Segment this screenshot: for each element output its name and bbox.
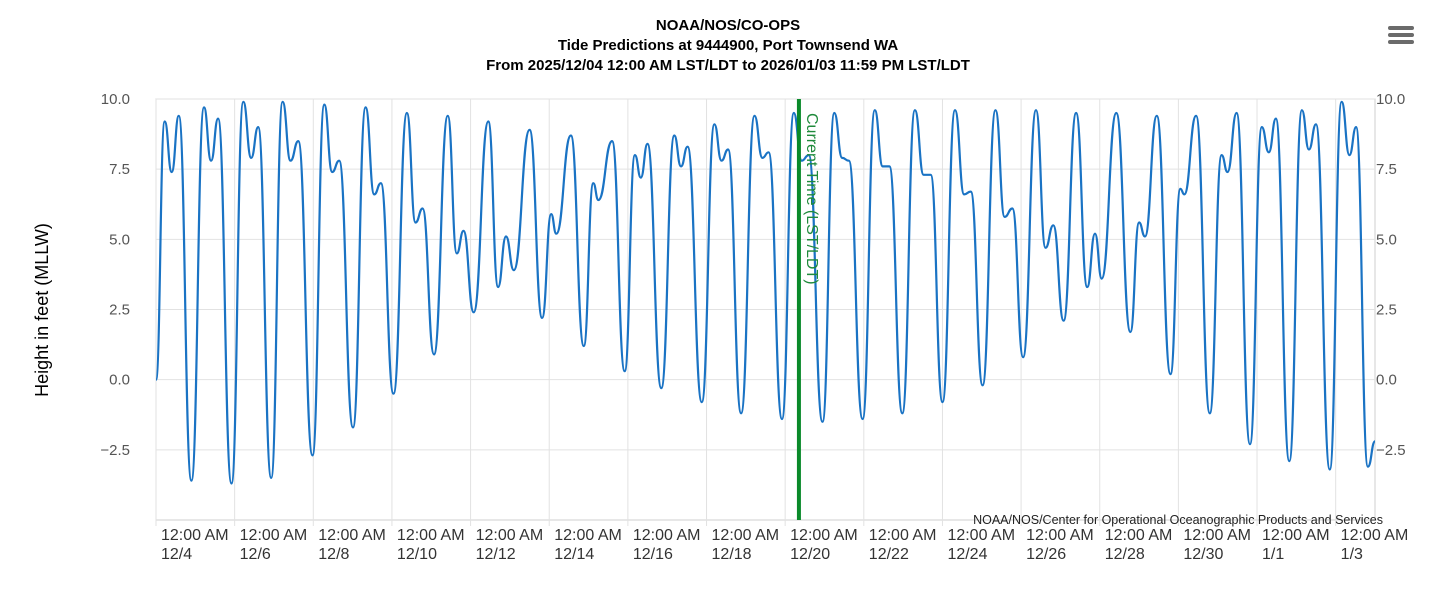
current-time-label: Current Time (LST/LDT) — [803, 113, 820, 285]
grid-lines — [155, 98, 1376, 526]
x-tick-label-time: 12:00 AM — [869, 527, 937, 544]
x-tick-label-date: 12/22 — [869, 546, 909, 563]
x-tick-label-date: 12/26 — [1026, 546, 1066, 563]
menu-bar — [1388, 26, 1414, 30]
y-tick-label-left: 0.0 — [109, 372, 130, 389]
chart-title-line-1: NOAA/NOS/CO-OPS — [655, 17, 801, 34]
x-tick-label-date: 12/8 — [318, 546, 349, 563]
x-tick-label-date: 12/18 — [712, 546, 752, 563]
y-tick-label-left: 10.0 — [101, 91, 130, 108]
x-tick-label-date: 12/12 — [476, 546, 516, 563]
x-tick-label-date: 12/24 — [947, 546, 987, 563]
y-tick-label-right: 7.5 — [1376, 161, 1397, 178]
y-tick-label-left: 2.5 — [109, 302, 130, 319]
current-time-layer: Current Time (LST/LDT) — [796, 99, 820, 520]
x-tick-label-time: 12:00 AM — [1341, 527, 1409, 544]
x-tick-label-time: 12:00 AM — [554, 527, 622, 544]
x-tick-label-date: 12/28 — [1105, 546, 1145, 563]
x-tick-label-date: 12/4 — [161, 546, 192, 563]
x-tick-label-time: 12:00 AM — [1026, 527, 1094, 544]
menu-bar — [1388, 40, 1414, 44]
y-tick-label-right: 5.0 — [1376, 231, 1397, 248]
x-tick-label-date: 12/16 — [633, 546, 673, 563]
x-tick-label-date: 12/6 — [240, 546, 271, 563]
y-tick-label-left: −2.5 — [100, 442, 130, 459]
x-tick-label-date: 1/1 — [1262, 546, 1284, 563]
x-tick-label-date: 12/30 — [1183, 546, 1223, 563]
series-layer — [154, 100, 1377, 485]
x-tick-label-date: 12/20 — [790, 546, 830, 563]
y-axis-right: 10.0 7.5 5.0 2.5 0.0 −2.5 — [1376, 91, 1406, 459]
y-tick-label-left: 5.0 — [109, 231, 130, 248]
chart-credit: NOAA/NOS/Center for Operational Oceanogr… — [973, 513, 1383, 527]
x-tick-label-time: 12:00 AM — [947, 527, 1015, 544]
x-tick-label-date: 12/10 — [397, 546, 437, 563]
y-tick-label-right: 0.0 — [1376, 372, 1397, 389]
y-axis-label: Height in feet (MLLW) — [32, 223, 52, 397]
x-tick-label-time: 12:00 AM — [161, 527, 229, 544]
x-tick-label-time: 12:00 AM — [476, 527, 544, 544]
x-tick-label-time: 12:00 AM — [318, 527, 386, 544]
chart-title-line-2: Tide Predictions at 9444900, Port Townse… — [557, 37, 899, 54]
y-tick-label-right: 10.0 — [1376, 91, 1405, 108]
x-tick-label-time: 12:00 AM — [712, 527, 780, 544]
chart-title-line-3: From 2025/12/04 12:00 AM LST/LDT to 2026… — [486, 57, 970, 74]
y-axis-left: 10.0 7.5 5.0 2.5 0.0 −2.5 — [100, 91, 130, 459]
y-tick-label-right: 2.5 — [1376, 302, 1397, 319]
x-tick-label-time: 12:00 AM — [1183, 527, 1251, 544]
tide-series-line — [154, 100, 1377, 485]
x-tick-label-date: 1/3 — [1341, 546, 1363, 563]
hamburger-menu-icon[interactable] — [1388, 26, 1414, 48]
y-tick-label-left: 7.5 — [109, 161, 130, 178]
x-axis: 12:00 AM 12/4 12:00 AM 12/6 12:00 AM 12/8 12:0… — [161, 527, 1408, 563]
x-tick-label-time: 12:00 AM — [1105, 527, 1173, 544]
y-tick-label-right: −2.5 — [1376, 442, 1406, 459]
x-tick-label-time: 12:00 AM — [240, 527, 308, 544]
menu-bar — [1388, 33, 1414, 37]
x-tick-label-date: 12/14 — [554, 546, 594, 563]
x-tick-label-time: 12:00 AM — [397, 527, 465, 544]
x-tick-label-time: 12:00 AM — [633, 527, 701, 544]
x-tick-label-time: 12:00 AM — [790, 527, 858, 544]
x-tick-label-time: 12:00 AM — [1262, 527, 1330, 544]
